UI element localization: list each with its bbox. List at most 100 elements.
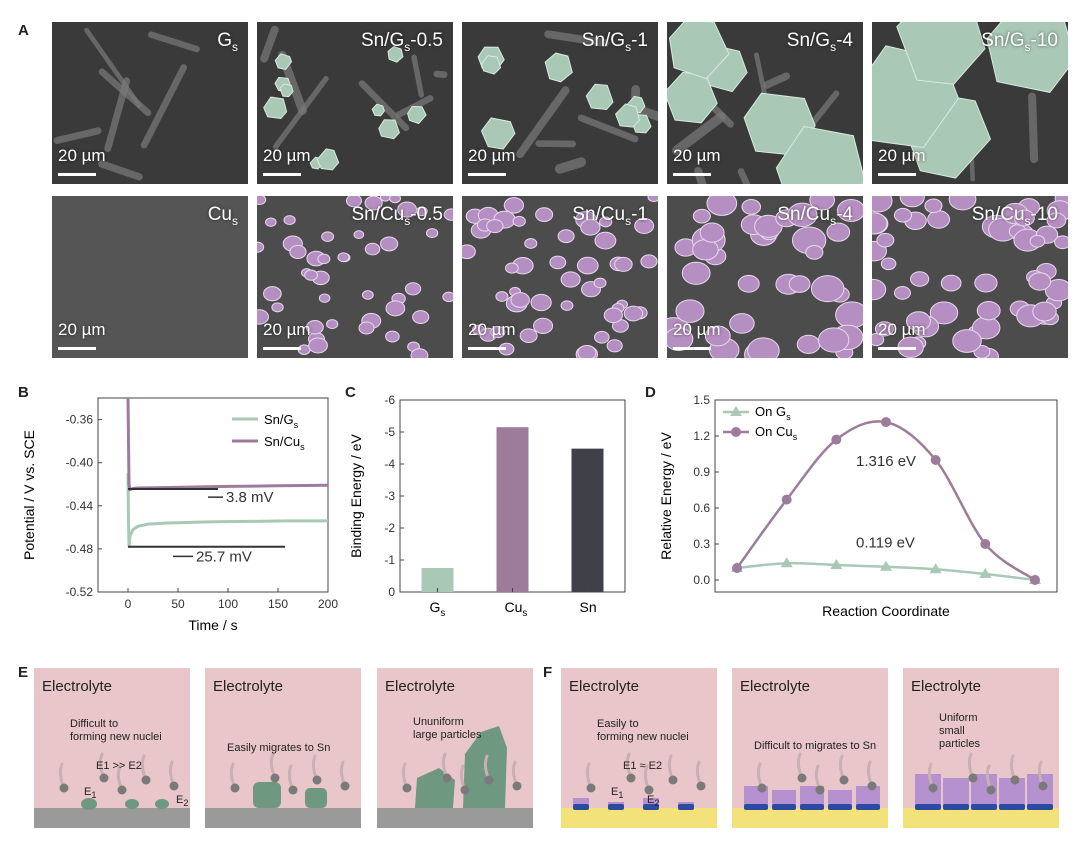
sn-nucleus [155,799,169,809]
sn-particle-shape [614,256,633,272]
sn-adatom [968,773,978,783]
sn-particle-shape [304,269,318,281]
sn-particle-shape [647,196,658,203]
sn-particle-shape [337,252,350,263]
sn-adatom [99,773,109,783]
sn-adatom [586,783,596,793]
sn-crystal-shape [378,119,400,140]
sn-particle-shape [924,198,943,214]
sn-particle-shape [1044,279,1068,302]
nucleation-scheme-panel: Electrolyte Difficult to migrates to Sn [732,668,888,828]
sem-image: Sn/Gs-0.5 20 µm [257,22,453,184]
sn-particle-shape [505,262,519,274]
sem-image: Sn/Gs-1 20 µm [462,22,658,184]
sn-deposit [856,786,880,808]
sn-interface-layer [643,804,659,810]
sem-sample-label: Sn/Gs-0.5 [360,30,443,54]
energy-label-e2: E2 [647,794,660,809]
data-point [831,434,842,445]
sem-sample-label: Sn/Cus-4 [777,204,853,228]
legend-label: On Gs [755,404,791,422]
binding-energy-svg: 0 -1 -2 -3 -4 -5 -6 Binding Energy / eV Gs Cus Sn [348,393,626,619]
sem-sample-label: Cus [207,204,238,228]
sn-particle-shape [404,282,422,296]
data-point [980,539,991,549]
sn-adatom [696,781,706,791]
sn-particle-shape [810,275,845,303]
sem-image-art [257,22,453,184]
sn-crystal-shape [407,105,427,125]
substrate-graphite [377,808,533,828]
sn-particle-shape [835,301,863,329]
sem-image-art [667,196,863,358]
sn-interface-layer [856,804,880,810]
scale-bar-label: 20 µm [263,320,311,339]
sem-image-art [872,196,1068,358]
sn-crystal-shape [668,22,730,80]
sn-particle-shape [361,290,374,300]
plot-frame [714,399,1058,593]
sn-particle-shape [929,301,959,325]
sn-crystal-shape [481,55,502,75]
sn-particle-shape [948,196,977,211]
sn-nucleus [81,798,97,810]
sn-particle-shape [593,330,610,344]
sem-image: Cus 20 µm [52,196,248,358]
x-tick-label: Sn [580,599,597,615]
sn-particle-shape [557,229,575,244]
sn-interface-layer [608,804,624,810]
substrate-graphite [205,808,361,828]
sn-interface-layer [999,804,1025,810]
sn-particle-shape [747,337,780,358]
legend-label: Sn/Cus [264,434,305,452]
sem-image-art [462,196,658,358]
sn-adatom [626,773,636,783]
sn-particle-shape [699,222,725,243]
sn-particle-shape [893,286,911,300]
y-tick-label: -0.52 [66,585,94,599]
sn-particle-shape [265,217,277,227]
y-tick-label: -6 [384,393,395,407]
sem-image: Sn/Cus-4 20 µm [667,196,863,358]
sn-particle-shape [263,286,282,302]
sn-interface-layer [971,804,997,810]
x-tick-label: 100 [218,597,238,611]
sn-particle-shape [576,256,599,275]
sn-adatom [230,783,240,793]
sn-particle-shape [317,253,331,265]
sem-image: Sn/Cus-1 20 µm [462,196,658,358]
sn-deposit [828,790,852,808]
sem-image: Gs 20 µm [52,22,248,184]
sn-crystal-shape [279,83,294,98]
sn-adatom [757,783,767,793]
sem-sample-label: Sn/Gs-1 [581,30,648,54]
scheme-art [377,726,533,828]
x-tick-label: 0 [125,597,132,611]
scale-bar [673,347,711,350]
sn-particle-shape [379,236,399,252]
sn-particle-shape [503,197,525,214]
sn-particle-shape [872,278,887,301]
chart-binding-energy: 0 -1 -2 -3 -4 -5 -6 Binding Energy / eV Gs Cus Sn [345,390,635,650]
sn-particle-shape [729,313,755,334]
scale-bar [58,173,96,176]
x-tick-label: 50 [171,597,185,611]
energy-label-e1: E1 [611,786,624,801]
sn-particle-shape [385,300,406,317]
fiber-shape [140,64,188,149]
energy-relation: E1 >> E2 [96,760,142,772]
fiber-shape [53,127,102,144]
sn-adatom [270,773,280,783]
nucleation-scheme-panel: Electrolyte Ununiform large particles [377,668,533,828]
fiber-shape [554,157,587,174]
sn-interface-layer [744,804,768,810]
scheme-title: Electrolyte [911,678,982,695]
sn-adatom [1010,775,1020,785]
sn-particle-shape [874,321,894,337]
sn-deposit [253,782,281,808]
sn-crystal-shape [480,117,516,150]
sem-sample-label: Sn/Cus-10 [971,204,1058,228]
sn-adatom [442,773,452,783]
sn-particle-shape [560,271,581,288]
fiber-shape [577,114,639,143]
